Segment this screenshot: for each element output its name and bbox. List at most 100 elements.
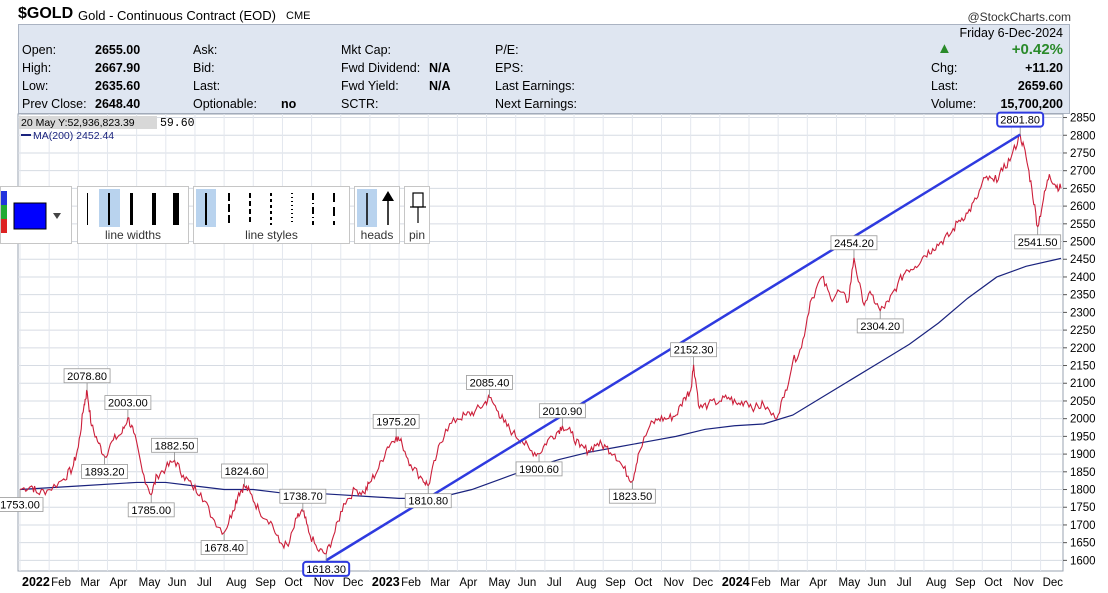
eps-label: EPS: bbox=[495, 61, 524, 75]
y-tick-label: 2800 bbox=[1070, 130, 1096, 142]
x-tick-label: Dec bbox=[343, 577, 364, 589]
x-tick-label: Feb bbox=[751, 577, 771, 589]
x-tick-label: Jun bbox=[168, 577, 187, 589]
x-tick-label: Aug bbox=[226, 577, 246, 589]
annotation-label: 2003.00 bbox=[108, 398, 148, 410]
heads-picker[interactable]: heads bbox=[354, 186, 400, 244]
annotation-label: 2078.80 bbox=[67, 371, 107, 383]
annotation-box bbox=[279, 488, 327, 504]
annotation-label: 2010.90 bbox=[542, 406, 582, 418]
y-tick-label: 2700 bbox=[1070, 166, 1096, 178]
x-tick-label: Dec bbox=[693, 577, 714, 589]
x-tick-label: 2022 bbox=[22, 575, 50, 589]
x-tick-label: Aug bbox=[576, 577, 596, 589]
exchange-label: CME bbox=[286, 10, 311, 22]
x-tick-label: Jul bbox=[897, 577, 912, 589]
x-tick-label: Jun bbox=[518, 577, 537, 589]
annotation-box bbox=[608, 488, 656, 504]
plot-area bbox=[17, 113, 1064, 572]
annotation-label: 1975.20 bbox=[376, 416, 416, 428]
x-tick-label: 2024 bbox=[722, 575, 750, 589]
annotation-label: 1738.70 bbox=[283, 491, 323, 503]
y-tick-label: 2150 bbox=[1070, 361, 1096, 373]
x-tick-label: Oct bbox=[284, 577, 303, 589]
y-tick-label: 2050 bbox=[1070, 396, 1096, 408]
annotation-box bbox=[404, 493, 452, 509]
annotation-label: 1785.00 bbox=[131, 505, 171, 517]
low-value: 2635.60 bbox=[95, 79, 141, 93]
y-tick-label: 2100 bbox=[1070, 378, 1096, 390]
annotation-box bbox=[151, 437, 198, 453]
x-tick-label: Sep bbox=[955, 577, 975, 589]
legend-value-text: 59.60 bbox=[160, 117, 195, 130]
x-tick-label: Oct bbox=[984, 577, 1003, 589]
y-tick-label: 1950 bbox=[1070, 431, 1096, 443]
x-tick-label: Nov bbox=[314, 577, 335, 589]
y-tick-label: 2000 bbox=[1070, 414, 1096, 426]
x-tick-label: Feb bbox=[401, 577, 421, 589]
annotation-label: 2152.30 bbox=[674, 345, 714, 357]
x-tick-label: Dec bbox=[1043, 577, 1064, 589]
quote-info-panel: Open: 2655.00 High: 2667.90 Low: 2635.60… bbox=[18, 24, 1070, 114]
copyright-label: @StockCharts.com bbox=[967, 10, 1071, 24]
y-tick-label: 1750 bbox=[1070, 502, 1096, 514]
y-tick-label: 1800 bbox=[1070, 485, 1096, 497]
annotation-label: 2801.80 bbox=[1000, 115, 1040, 127]
y-tick-label: 1850 bbox=[1070, 467, 1096, 479]
annotation-label: 1678.40 bbox=[204, 543, 244, 555]
y-tick-label: 1600 bbox=[1070, 555, 1096, 567]
y-tick-label: 2200 bbox=[1070, 343, 1096, 355]
annotation-label: 1823.50 bbox=[612, 491, 652, 503]
annotation-box bbox=[538, 403, 586, 419]
high-value: 2667.90 bbox=[95, 61, 141, 75]
line-widths-picker[interactable]: line widths bbox=[77, 186, 189, 244]
fwd-dividend-value: N/A bbox=[429, 61, 451, 75]
annotation-box bbox=[830, 235, 878, 251]
x-tick-label: Apr bbox=[459, 577, 477, 589]
quote-date: Friday 6-Dec-2024 bbox=[959, 26, 1063, 40]
annotation-label: 2454.20 bbox=[834, 238, 874, 250]
pin-button[interactable]: pin bbox=[404, 186, 430, 244]
annotation-box bbox=[1014, 234, 1062, 250]
last-label: Last: bbox=[931, 79, 959, 93]
x-tick-label: Oct bbox=[634, 577, 653, 589]
legend-ma-label: MA(200) 2452.44 bbox=[33, 130, 114, 142]
annotation-box bbox=[515, 461, 563, 477]
annotation-box bbox=[302, 560, 351, 577]
y-tick-label: 2500 bbox=[1070, 237, 1096, 249]
y-tick-label: 1650 bbox=[1070, 538, 1096, 550]
bid-label: Bid: bbox=[193, 61, 215, 75]
line-styles-picker[interactable]: line styles bbox=[193, 186, 350, 244]
pin-icon bbox=[410, 192, 426, 223]
annotation-label: 1824.60 bbox=[225, 466, 265, 478]
y-tick-label: 2350 bbox=[1070, 290, 1096, 302]
high-label: High: bbox=[22, 61, 52, 75]
annotation-label: 1882.50 bbox=[155, 440, 195, 452]
annotation-label: 2304.20 bbox=[860, 321, 900, 333]
annotation-box bbox=[372, 413, 420, 429]
color-picker[interactable] bbox=[0, 186, 72, 244]
x-tick-label: Apr bbox=[809, 577, 827, 589]
x-tick-label: Nov bbox=[664, 577, 685, 589]
pin-label: pin bbox=[408, 228, 425, 242]
x-tick-label: 2023 bbox=[372, 575, 400, 589]
x-tick-label: Jul bbox=[197, 577, 212, 589]
x-tick-label: Jul bbox=[547, 577, 562, 589]
volume-value: 15,700,200 bbox=[1000, 97, 1063, 111]
x-tick-label: Apr bbox=[109, 577, 127, 589]
annotation-label: 1893.20 bbox=[85, 467, 125, 479]
ask-label: Ask: bbox=[193, 43, 218, 57]
symbol-ticker: $GOLD bbox=[18, 5, 74, 22]
sctr-label: SCTR: bbox=[341, 97, 379, 111]
annotation-box bbox=[127, 502, 175, 518]
annotation-box bbox=[104, 395, 152, 411]
mkt-cap-label: Mkt Cap: bbox=[341, 43, 392, 57]
open-value: 2655.00 bbox=[95, 43, 141, 57]
next-earnings-label: Next Earnings: bbox=[495, 97, 577, 111]
volume-label: Volume: bbox=[931, 97, 977, 111]
x-tick-label: Mar bbox=[430, 577, 450, 589]
y-tick-label: 2650 bbox=[1070, 183, 1096, 195]
legend-bg bbox=[19, 116, 157, 129]
